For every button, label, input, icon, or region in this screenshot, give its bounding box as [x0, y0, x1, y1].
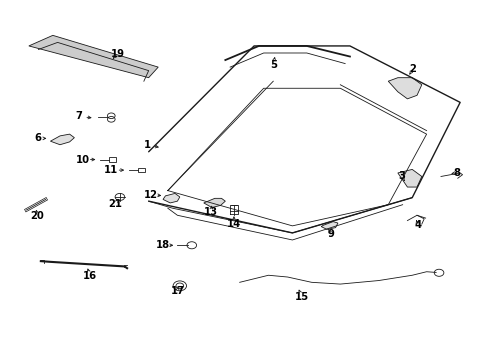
- Text: 18: 18: [156, 240, 170, 250]
- Polygon shape: [387, 78, 421, 99]
- Text: 5: 5: [269, 60, 276, 70]
- Text: 12: 12: [144, 190, 158, 200]
- Bar: [138, 168, 144, 172]
- Polygon shape: [163, 193, 180, 203]
- Text: 14: 14: [226, 219, 241, 229]
- Polygon shape: [321, 222, 337, 229]
- Text: 13: 13: [203, 207, 218, 217]
- Text: 9: 9: [326, 229, 333, 239]
- Text: 20: 20: [31, 211, 44, 221]
- Text: 6: 6: [34, 133, 41, 143]
- Text: 8: 8: [453, 168, 460, 178]
- Text: 2: 2: [409, 64, 416, 74]
- Bar: [109, 157, 116, 162]
- Text: 1: 1: [144, 140, 151, 150]
- Text: 7: 7: [76, 112, 82, 121]
- Text: 10: 10: [75, 154, 89, 165]
- Polygon shape: [50, 134, 74, 145]
- Polygon shape: [29, 35, 158, 78]
- Text: 4: 4: [413, 220, 421, 230]
- Text: 11: 11: [104, 165, 118, 175]
- Text: 16: 16: [83, 271, 97, 281]
- Text: 21: 21: [108, 199, 122, 209]
- Polygon shape: [397, 170, 421, 187]
- Text: 15: 15: [294, 292, 308, 302]
- Text: 3: 3: [397, 171, 404, 181]
- Text: 17: 17: [170, 286, 184, 296]
- Polygon shape: [203, 198, 225, 207]
- Text: 19: 19: [110, 49, 124, 59]
